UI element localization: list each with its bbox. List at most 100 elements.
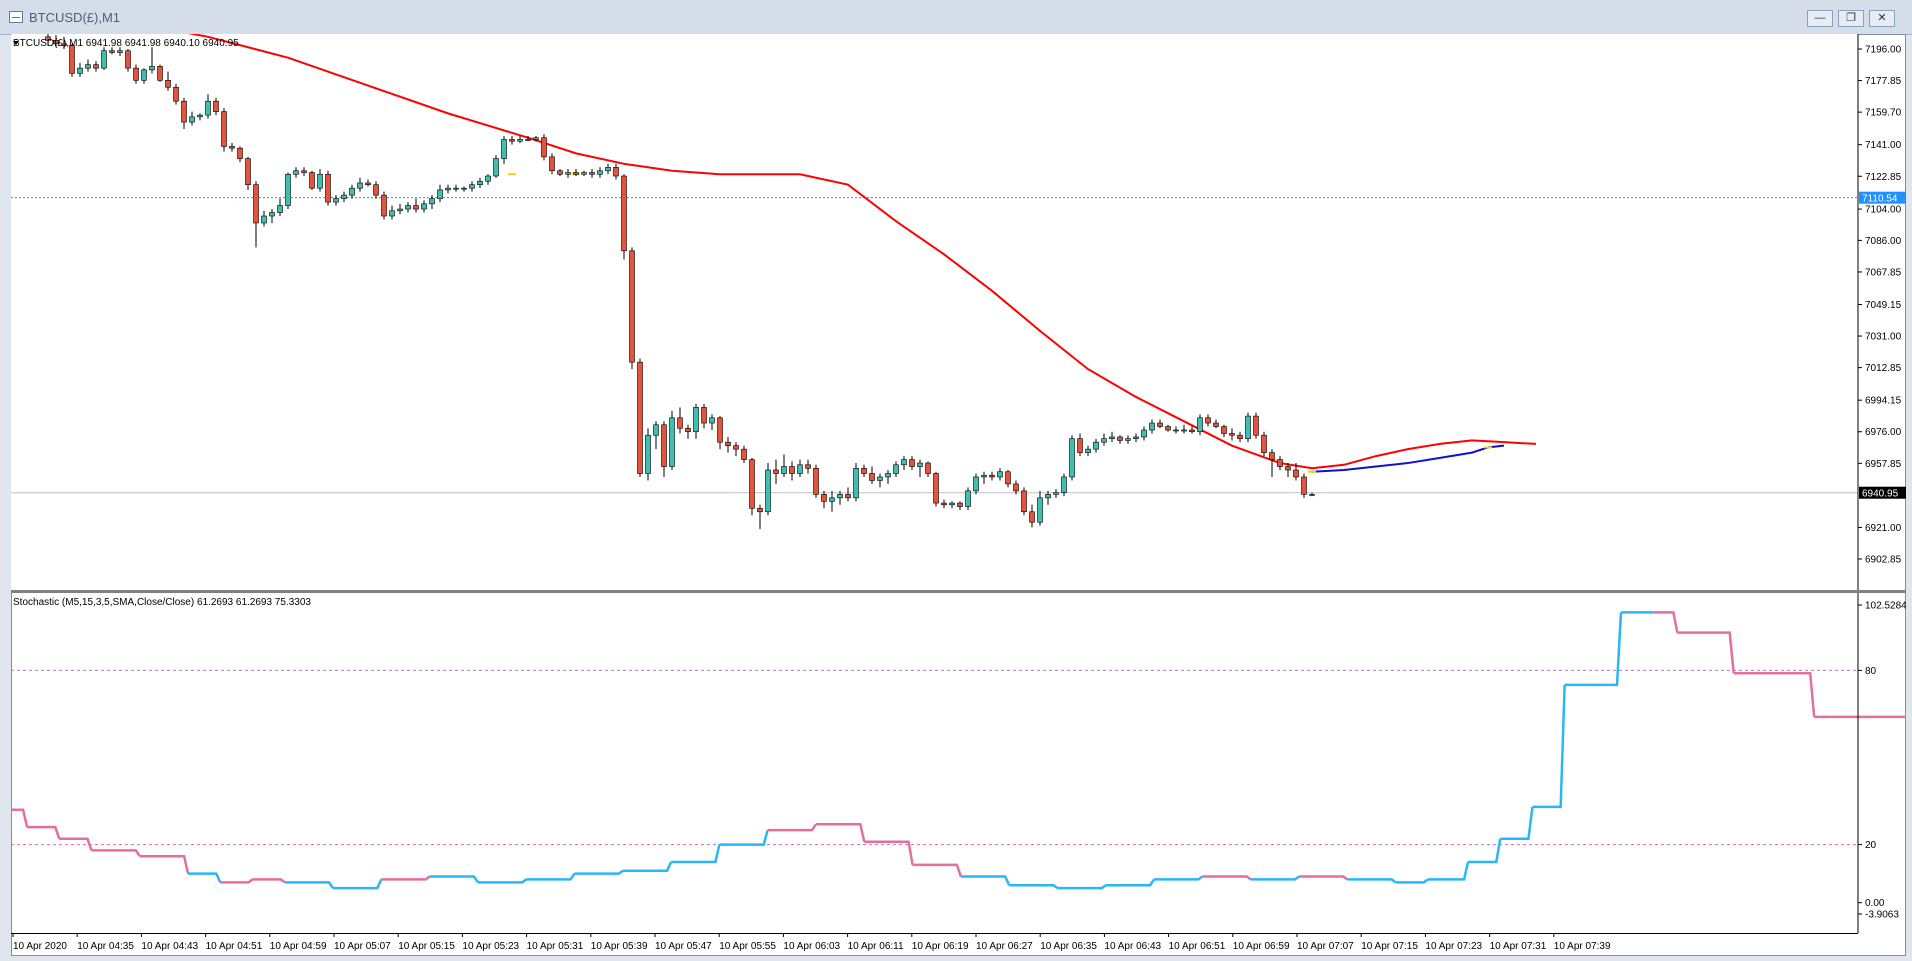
highlight-price-badge [1859,191,1906,204]
stochastic-tick-label: 80 [1865,666,1877,677]
bull-candle [901,459,907,466]
bear-candle [813,467,819,495]
bear-candle [53,40,59,45]
price-tick-label: 7122.85 [1865,172,1902,183]
stochastic-segment [220,878,254,884]
bear-candle [677,417,683,429]
bull-candle [765,469,771,513]
current-price-badge [1859,486,1906,499]
bear-candle [229,146,235,149]
stochastic-info-line: Stochastic (M5,15,3,5,SMA,Close/Close) 6… [13,597,311,608]
bear-candle [1229,433,1235,436]
candlesticks [45,34,1315,530]
bull-candle [461,187,467,190]
stochastic-segment [1347,878,1397,884]
bear-candle [773,469,779,474]
bear-candle [157,66,163,81]
bear-candle [637,361,643,474]
bull-candle [797,464,803,474]
bull-candle [997,471,1003,478]
stochastic-segment [1782,672,1816,717]
stochastic-segment [1468,838,1502,864]
bull-candle [973,476,979,492]
time-tick-label: 10 Apr 2020 [13,941,67,952]
restore-button[interactable]: ❐ [1838,10,1864,27]
bear-candle [69,45,75,74]
bear-candle [1165,426,1171,431]
stochastic-segment [333,878,383,890]
stochastic-levels [11,669,1858,846]
bull-candle [829,497,835,502]
bear-candle [861,467,867,474]
bull-candle [397,208,403,212]
stochastic-segment [1427,861,1470,881]
current-price-label: 6940.95 [1862,489,1899,500]
bull-candle [645,434,651,474]
time-tick-label: 10 Apr 06:51 [1169,941,1226,952]
bear-candle [1277,459,1283,467]
bear-candle [381,194,387,217]
bull-candle [469,184,475,189]
stochastic-line [11,611,1906,890]
bull-candle [1045,494,1051,499]
stochastic-segment [91,849,141,857]
bear-candle [845,494,851,499]
price-tick-label: 7086.00 [1865,236,1902,247]
stochastic-pane[interactable]: Stochastic (M5,15,3,5,SMA,Close/Close) 6… [11,597,1906,890]
chart-window-icon [9,11,23,23]
bull-candle [1101,438,1107,443]
bear-candle [1029,511,1035,523]
stochastic-segment [1588,612,1623,687]
bear-candle [213,100,219,112]
bear-candle [373,184,379,196]
minimize-button[interactable]: — [1807,10,1833,27]
bear-candle [301,170,307,173]
price-tick-label: 7031.00 [1865,332,1902,343]
stochastic-segment [526,872,576,881]
bear-candle [237,147,243,159]
time-tick-label: 10 Apr 06:11 [848,941,904,952]
bull-candle [453,187,459,190]
pane-separator[interactable] [11,590,1906,593]
price-tick-label: 7141.00 [1865,140,1902,151]
bear-candle [869,473,875,481]
bear-candle [45,36,51,41]
bull-candle [333,198,339,203]
chart-canvas[interactable]: BTCUSD(£),M1 6941.98 6941.98 6940.10 694… [11,34,1906,956]
bull-candle [1085,448,1091,453]
stochastic-segment [622,861,673,872]
bull-candle [693,407,699,433]
bear-candle [757,507,763,513]
time-tick-label: 10 Apr 06:43 [1104,941,1161,952]
stochastic-segment [960,875,1011,886]
bull-candle [1053,492,1059,495]
bear-candle [133,67,139,81]
stochastic-tick-label: 102.5284 [1865,601,1906,612]
time-tick-label: 10 Apr 05:23 [462,941,519,952]
bull-candle [277,205,283,213]
bull-candle [85,64,91,69]
bear-candle [1157,422,1163,427]
bull-candle [1309,494,1315,496]
price-pane[interactable]: BTCUSD(£),M1 6941.98 6941.98 6940.10 694… [11,34,1858,590]
dropdown-triangle-icon[interactable] [13,41,19,45]
stochastic-segment [767,823,818,832]
bear-candle [549,156,555,172]
bull-candle [1149,422,1155,431]
bull-candle [1245,415,1251,439]
time-tick-label: 10 Apr 04:51 [206,941,263,952]
stochastic-segment [1395,878,1429,884]
price-tick-label: 7177.85 [1865,76,1902,87]
price-tick-label: 7067.85 [1865,267,1902,278]
bull-candle [1109,436,1115,439]
stochastic-segment [1057,884,1107,890]
bull-candle [1061,476,1067,493]
time-tick-label: 10 Apr 06:59 [1233,941,1290,952]
close-button[interactable]: ✕ [1869,10,1895,27]
time-axis: 10 Apr 2020 10 Apr 04:35 10 Apr 04:43 10 Ap… [12,933,1611,952]
bear-candle [789,466,795,474]
bull-candle [1037,497,1043,523]
bear-candle [589,172,595,175]
bull-candle [437,189,443,199]
stochastic-segment [59,837,93,851]
